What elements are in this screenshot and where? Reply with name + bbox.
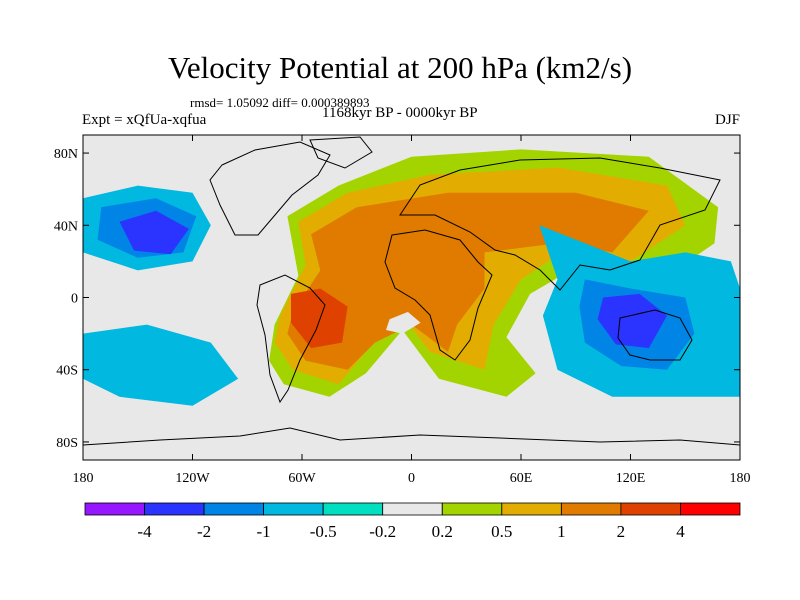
colorbar-swatches [84,502,741,516]
colorbar-label: -0.2 [369,522,396,541]
contour-region-south-pacific-low [83,324,239,406]
colorbar-label: 2 [617,522,626,541]
lat-tick-label: 40N [54,219,78,234]
colorbar-label: 0.5 [491,522,512,541]
colorbar-swatch [620,502,681,516]
contour-region-indian-ocean-core [597,293,667,349]
coastline-antarctica [83,427,740,446]
colorbar-swatch [680,502,741,516]
lon-tick-label: 120E [616,471,646,486]
coastline-north-america [209,141,331,236]
colorbar-swatch [382,502,443,516]
season-label: DJF [714,112,740,128]
lat-tick-label: 80N [54,147,78,162]
coastline-south-america [256,274,326,404]
lon-tick-label: 60W [288,471,316,486]
colorbar-swatch [263,502,324,516]
axis-ticks: 80N 40N 0 40S 80S 180 120W 60W 0 60E 120E 180 [54,135,751,486]
coastline-australia [617,309,693,361]
colorbar-label: -2 [197,522,211,541]
contour-fill-layer [83,149,740,406]
colorbar-swatch [501,502,562,516]
lon-tick-label: 180 [73,471,94,486]
colorbar-label: -0.5 [310,522,337,541]
colorbar-label: 0.2 [432,522,453,541]
coastline-layer [83,136,740,446]
lat-tick-label: 80S [56,436,78,451]
lat-tick-label: 0 [71,292,78,307]
colorbar-label: 1 [557,522,566,541]
lon-tick-label: 180 [730,471,751,486]
coastline-eurasia [399,157,721,291]
experiment-line: Expt = xQfUa-xqfua [82,112,207,128]
lon-tick-label: 0 [408,471,415,486]
lat-tick-label: 40S [56,364,78,379]
lon-tick-label: 60E [510,471,533,486]
colorbar-swatch [561,502,622,516]
colorbar-label: -4 [137,522,152,541]
period-line: 1168kyr BP - 0000kyr BP [322,105,478,121]
contour-region-south-america-red [291,288,348,349]
map-title: Velocity Potential at 200 hPa (km2/s) [167,50,633,85]
colorbar-swatch [144,502,205,516]
colorbar-swatch [84,502,145,516]
colorbar-label: -1 [257,522,271,541]
lon-tick-label: 120W [175,471,210,486]
colorbar-swatch [322,502,384,516]
coastline-africa [384,229,493,361]
contour-region-north-pacific-core [119,210,189,255]
contour-region-africa-dark-core [386,311,421,334]
stats-line: rmsd= 1.05092 diff= 0.000389893 [190,95,370,110]
coastline-greenland [309,136,373,169]
colorbar-label: 4 [676,522,685,541]
colorbar-swatch [203,502,265,516]
colorbar-labels: -4 -2 -1 -0.5 -0.2 0.2 0.5 1 2 4 [137,522,685,541]
colorbar-swatch [441,502,503,516]
